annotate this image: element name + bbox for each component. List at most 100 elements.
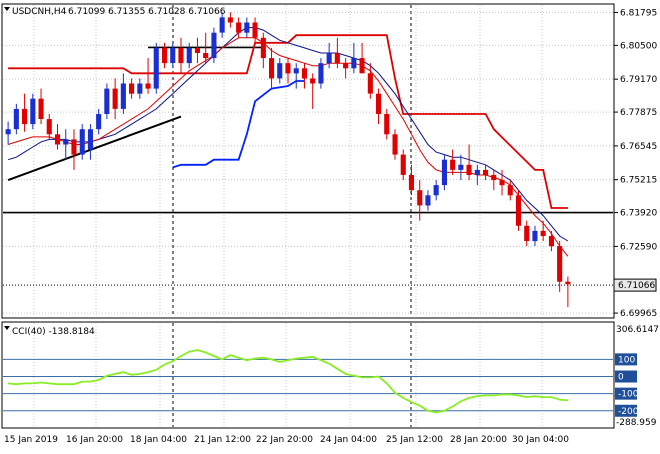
cci-line xyxy=(8,349,568,414)
price-tick-label: 6.73920 xyxy=(620,209,657,219)
cci-series-line xyxy=(8,349,568,414)
cci-min-label: -288.959 xyxy=(616,418,657,428)
candle-body xyxy=(515,195,521,226)
symbol-label: USDCNH,H4 xyxy=(12,7,67,17)
candle-body xyxy=(293,68,299,74)
candle-body xyxy=(87,129,93,150)
candle-body xyxy=(565,281,571,285)
price-tick-label: 6.80500 xyxy=(620,41,657,51)
current-price-label: 6.71066 xyxy=(618,281,655,291)
price-tick-label: 6.75215 xyxy=(620,176,657,186)
candle-body xyxy=(491,175,497,181)
candle-body xyxy=(22,108,28,125)
candle-body xyxy=(466,164,472,175)
candle-body xyxy=(112,88,118,109)
candle-body xyxy=(277,63,283,79)
price-tick-label: 6.69965 xyxy=(620,309,657,319)
candle-body xyxy=(38,98,44,119)
candle-body xyxy=(129,83,135,94)
candle-body xyxy=(499,180,505,186)
candle-body xyxy=(367,73,373,94)
candle-body xyxy=(285,63,291,74)
candle-body xyxy=(301,68,307,79)
cci-level-badge xyxy=(615,404,637,417)
candle-body xyxy=(79,129,85,155)
ohlc-label: 6.71099 6.71355 6.71028 6.71066 xyxy=(68,7,226,17)
candle-body xyxy=(203,53,209,59)
candle-body xyxy=(425,195,431,206)
candle-body xyxy=(524,225,530,241)
candle-body xyxy=(376,93,382,114)
trendlines xyxy=(7,115,182,181)
candle-body xyxy=(5,129,11,135)
time-tick-label: 28 Jan 20:00 xyxy=(450,435,507,445)
slow-moving-average xyxy=(7,27,569,242)
candle-body xyxy=(120,83,126,109)
candle-body xyxy=(474,169,480,175)
price-tick-label: 6.81795 xyxy=(620,8,657,18)
candle-body xyxy=(145,83,151,89)
cci-max-label: 306.6147 xyxy=(616,325,659,335)
candle-body xyxy=(441,159,447,186)
price-axis: 6.81795 6.80500 6.79170 6.77875 6.76545 6.752… xyxy=(614,8,657,319)
cci-level-badge xyxy=(615,353,637,366)
price-tick-label: 6.79170 xyxy=(620,75,657,85)
candle-body xyxy=(194,47,200,53)
candle-body xyxy=(450,159,456,170)
candle-body xyxy=(71,139,77,155)
price-tick-label: 6.77875 xyxy=(620,108,657,118)
candles xyxy=(5,12,571,308)
main-panel-frame xyxy=(1,3,615,319)
cci-level-label: 0 xyxy=(618,373,624,383)
candle-body xyxy=(260,37,266,59)
candle-body xyxy=(236,22,242,33)
cci-level-badge xyxy=(615,387,637,400)
time-tick-label: 18 Jan 04:00 xyxy=(130,435,187,445)
candle-body xyxy=(417,190,423,206)
time-axis: 15 Jan 2019 16 Jan 20:00 18 Jan 04:00 21 Ja… xyxy=(4,435,569,445)
candle-body xyxy=(13,108,19,130)
candle-body xyxy=(392,134,398,155)
candle-body xyxy=(548,236,554,247)
time-tick-label: 24 Jan 04:00 xyxy=(320,435,377,445)
time-tick-label: 30 Jan 04:00 xyxy=(512,435,569,445)
candle-body xyxy=(55,134,61,145)
cci-level-badge xyxy=(615,370,637,383)
candle-body xyxy=(557,246,563,282)
current-price-badge xyxy=(613,278,657,292)
candle-body xyxy=(137,83,143,94)
candle-body xyxy=(269,58,275,79)
candle-body xyxy=(400,154,406,175)
candle-body xyxy=(458,164,464,170)
time-tick-label: 21 Jan 12:00 xyxy=(194,435,251,445)
candle-body xyxy=(211,32,217,59)
candle-body xyxy=(30,98,36,125)
channel-lines xyxy=(8,34,568,209)
lower-channel-line xyxy=(172,80,305,169)
candle-body xyxy=(408,175,414,191)
indicator-panel-frame xyxy=(1,321,615,429)
dropdown-triangle-icon[interactable] xyxy=(4,7,10,11)
trendline xyxy=(7,115,182,181)
candle-body xyxy=(178,47,184,64)
cci-level-label: -100 xyxy=(618,390,639,400)
price-tick-label: 6.76545 xyxy=(620,142,657,152)
candle-body xyxy=(153,47,159,89)
candle-body xyxy=(310,78,316,84)
time-tick-label: 16 Jan 20:00 xyxy=(66,435,123,445)
upper-channel-line xyxy=(8,34,568,209)
candle-body xyxy=(433,185,439,196)
candle-body xyxy=(104,88,110,114)
candle-body xyxy=(483,169,489,175)
candle-body xyxy=(96,114,102,130)
candle-body xyxy=(46,119,52,135)
candle-body xyxy=(507,185,513,196)
time-tick-label: 15 Jan 2019 xyxy=(4,435,58,445)
candle-body xyxy=(318,63,324,84)
indicator-dropdown-icon[interactable] xyxy=(4,326,10,330)
candle-body xyxy=(219,17,225,33)
candle-body xyxy=(227,17,233,23)
candle-body xyxy=(162,47,168,64)
cci-label: CCI(40) -138.8184 xyxy=(12,327,95,337)
